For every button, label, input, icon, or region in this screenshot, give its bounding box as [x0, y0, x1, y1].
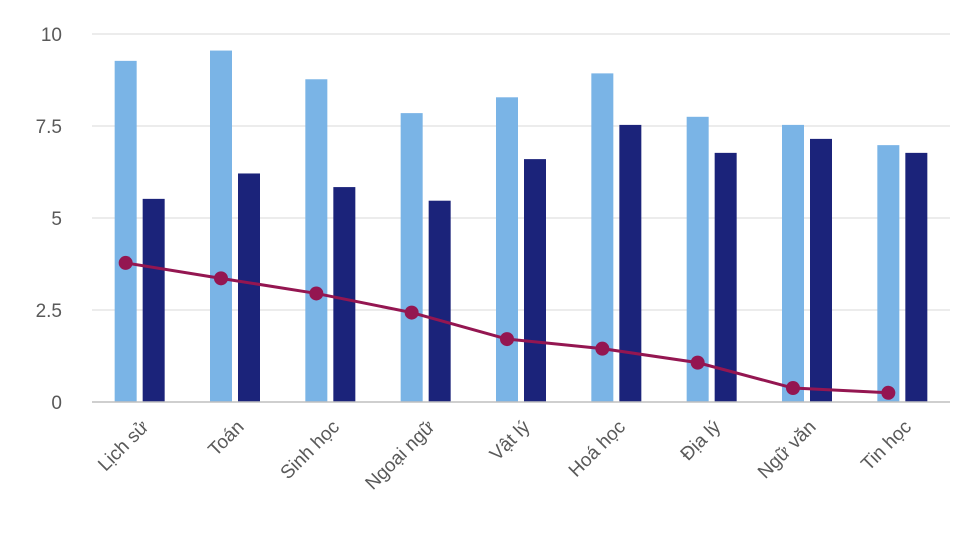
line-point	[881, 385, 896, 400]
bar-series-2	[428, 200, 451, 402]
bar-series-2	[142, 198, 165, 402]
bar-series-2	[810, 138, 832, 402]
y-tick-label: 10	[41, 25, 62, 46]
gridlines	[92, 33, 950, 311]
y-tick-label: 5	[51, 209, 62, 230]
y-tick-label: 0	[51, 393, 62, 414]
bar-series-1	[114, 60, 137, 402]
bar-series-1	[591, 73, 614, 402]
y-tick-label: 2.5	[36, 301, 62, 322]
line-point	[118, 255, 133, 270]
bar-series-2	[524, 159, 546, 402]
bar-series-1	[210, 50, 232, 403]
line-point	[214, 271, 228, 286]
x-category-label: Lịch sử	[94, 416, 153, 475]
x-category-label: Sinh học	[277, 417, 344, 484]
bar-series-2	[333, 187, 356, 402]
x-category-label: Toán	[205, 417, 249, 461]
x-category-label: Tin học	[857, 417, 915, 475]
line-point	[786, 381, 800, 396]
line-point	[595, 341, 610, 356]
bar-series-1	[496, 97, 518, 403]
line-point	[404, 305, 419, 320]
bar-series-2	[619, 124, 642, 403]
x-category-label: Ngữ văn	[754, 417, 820, 483]
y-axis-tick-labels: 0 2.5 5 7.5 10	[36, 25, 62, 414]
x-category-label: Vật lý	[486, 416, 535, 465]
bar-series-2	[905, 152, 928, 402]
bar-series-1	[305, 79, 328, 402]
line-point	[309, 286, 324, 301]
line-point	[500, 332, 514, 347]
line-series	[118, 255, 896, 400]
bar-series-1	[400, 113, 423, 403]
x-category-label: Ngoại ngữ	[362, 416, 440, 494]
bar-series-2	[238, 173, 260, 402]
x-category-label: Hoá học	[565, 417, 630, 482]
y-tick-label: 7.5	[36, 117, 62, 138]
bar-series-1	[782, 124, 804, 403]
line-point	[690, 355, 705, 370]
bar-series-1	[686, 116, 709, 403]
bar-series-1	[877, 145, 900, 403]
x-axis-category-labels: Lịch sử Toán Sinh học Ngoại ngữ Vật lý Hoá họ…	[94, 416, 916, 494]
x-category-label: Địa lý	[677, 416, 726, 465]
bar-series-2	[714, 152, 737, 402]
bars	[114, 50, 928, 403]
